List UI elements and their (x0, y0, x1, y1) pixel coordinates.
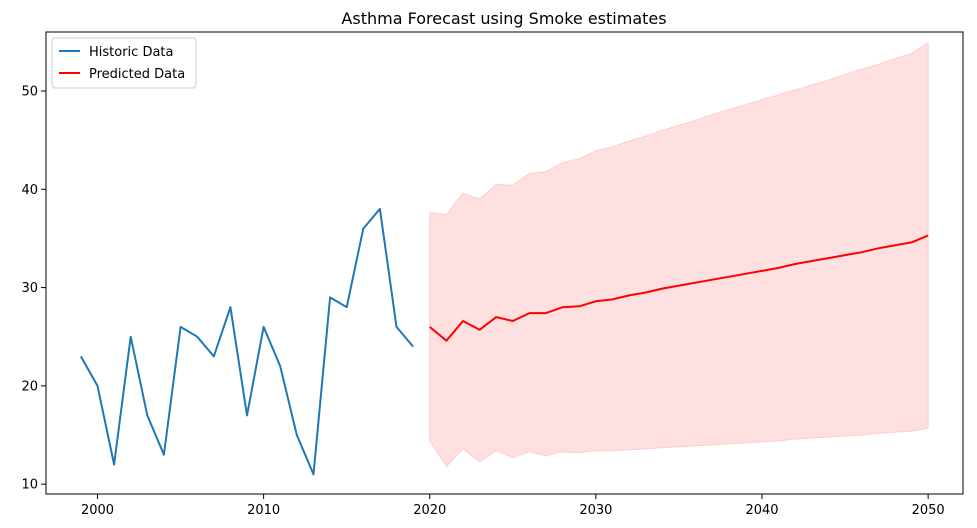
series-layer (78, 206, 931, 477)
data-point-historic-2007 (211, 354, 216, 359)
data-point-predicted-2045 (843, 253, 848, 258)
data-point-predicted-2031 (610, 297, 615, 302)
data-point-historic-2016 (361, 226, 366, 231)
data-point-predicted-2024 (494, 315, 499, 320)
data-point-historic-2015 (344, 305, 349, 310)
data-point-historic-2000 (95, 383, 100, 388)
data-point-historic-2009 (245, 413, 250, 418)
data-point-historic-2005 (178, 324, 183, 329)
data-point-predicted-2037 (710, 277, 715, 282)
data-point-predicted-2029 (577, 304, 582, 309)
data-point-predicted-2047 (876, 246, 881, 251)
data-point-predicted-2027 (544, 311, 549, 316)
data-point-predicted-2036 (693, 280, 698, 285)
x-tick-label-2010: 2010 (247, 503, 280, 518)
y-tick-label-20: 20 (21, 379, 38, 394)
y-tick-label-10: 10 (21, 478, 38, 493)
data-point-historic-2003 (145, 413, 150, 418)
legend-label-historic: Historic Data (89, 45, 174, 60)
data-point-historic-2008 (228, 305, 233, 310)
data-point-historic-2018 (394, 324, 399, 329)
data-point-predicted-2038 (726, 274, 731, 279)
data-point-predicted-2049 (909, 240, 914, 245)
data-point-predicted-2026 (527, 311, 532, 316)
legend: Historic Data Predicted Data (51, 37, 197, 89)
data-point-historic-2012 (294, 433, 299, 438)
plot-area-frame (45, 31, 964, 495)
data-point-historic-2010 (261, 324, 266, 329)
x-tick-label-2040: 2040 (745, 503, 778, 518)
data-point-historic-2013 (311, 472, 316, 477)
data-point-historic-2011 (278, 364, 283, 369)
data-point-predicted-2030 (593, 299, 598, 304)
confidence-band-layer (429, 41, 929, 468)
data-point-predicted-2023 (477, 327, 482, 332)
series-line-predicted (429, 234, 929, 342)
data-point-predicted-2048 (892, 243, 897, 248)
data-point-historic-1999 (78, 354, 83, 359)
x-tick-label-2020: 2020 (413, 503, 446, 518)
legend-box (51, 37, 197, 89)
data-point-predicted-2033 (643, 290, 648, 295)
y-tick-label-40: 40 (21, 183, 38, 198)
x-tick-label-2000: 2000 (81, 503, 114, 518)
data-point-predicted-2046 (859, 250, 864, 255)
y-tick-label-30: 30 (21, 281, 38, 296)
data-point-predicted-2028 (560, 305, 565, 310)
data-point-historic-2017 (377, 206, 382, 211)
confidence-band (429, 41, 929, 468)
x-tick-label-2050: 2050 (912, 503, 945, 518)
data-point-predicted-2044 (826, 256, 831, 261)
data-point-predicted-2043 (809, 259, 814, 264)
data-point-predicted-2035 (676, 283, 681, 288)
y-tick-label-50: 50 (21, 84, 38, 99)
data-point-historic-2019 (411, 344, 416, 349)
series-line-historic (80, 207, 414, 476)
legend-label-predicted: Predicted Data (89, 67, 185, 82)
data-point-historic-2014 (328, 295, 333, 300)
data-point-historic-2002 (128, 334, 133, 339)
data-point-predicted-2039 (743, 271, 748, 276)
data-point-predicted-2032 (627, 293, 632, 298)
data-point-predicted-2040 (760, 268, 765, 273)
data-point-predicted-2022 (461, 319, 466, 324)
data-point-predicted-2020 (427, 324, 432, 329)
data-point-predicted-2025 (510, 319, 515, 324)
data-point-predicted-2034 (660, 286, 665, 291)
data-point-historic-2006 (195, 334, 200, 339)
data-point-predicted-2050 (926, 233, 931, 238)
data-point-historic-2004 (161, 452, 166, 457)
chart-title: Asthma Forecast using Smoke estimates (341, 9, 666, 28)
x-tick-label-2030: 2030 (579, 503, 612, 518)
data-point-predicted-2041 (776, 265, 781, 270)
data-point-predicted-2042 (793, 262, 798, 267)
data-point-historic-2001 (112, 462, 117, 467)
data-point-predicted-2021 (444, 338, 449, 343)
